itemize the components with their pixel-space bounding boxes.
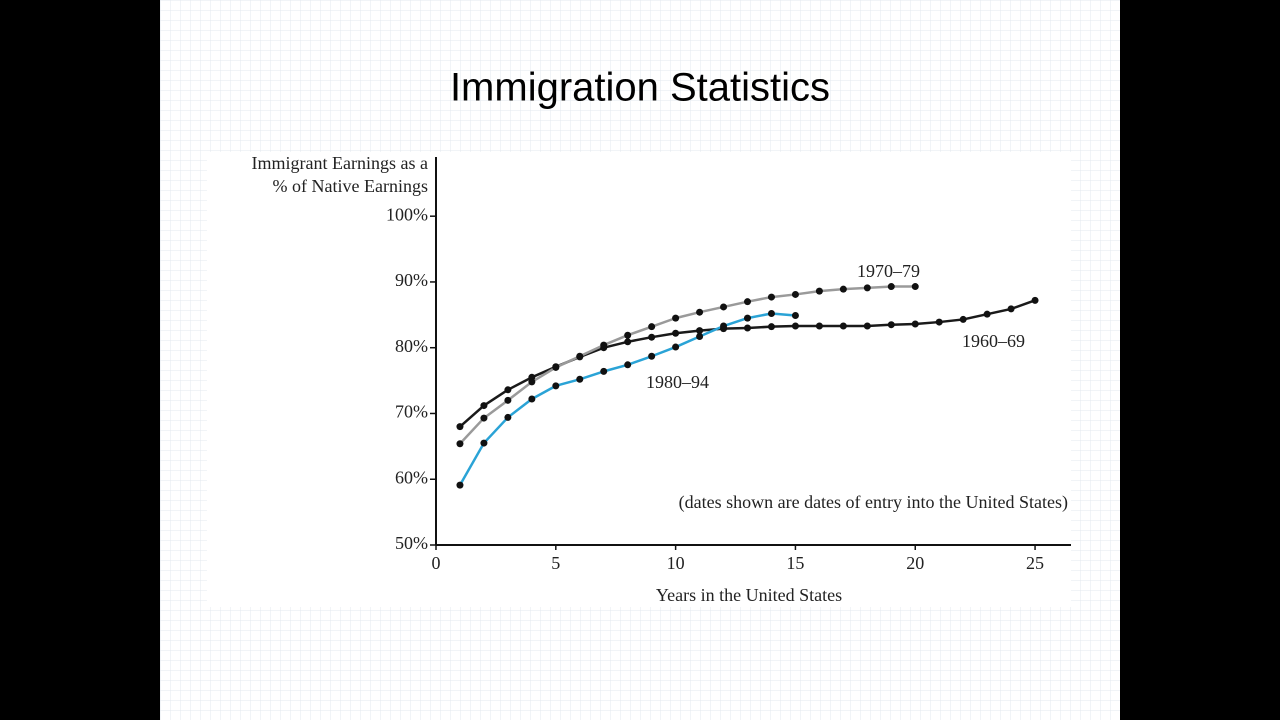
data-point (911, 320, 919, 328)
data-point (456, 440, 464, 448)
data-point (672, 343, 680, 351)
y-tick-label: 70% (395, 402, 428, 422)
data-point (720, 303, 728, 311)
data-point (504, 386, 512, 394)
data-point (863, 322, 871, 330)
data-point (911, 283, 919, 291)
data-point (887, 283, 895, 291)
data-point (552, 363, 560, 371)
data-point (576, 352, 584, 360)
data-point (672, 329, 680, 337)
data-point (744, 298, 752, 306)
data-point (767, 293, 775, 301)
data-point (696, 308, 704, 316)
data-point (648, 333, 656, 341)
data-point (600, 341, 608, 349)
data-point (480, 439, 488, 447)
data-point (600, 367, 608, 375)
data-point (672, 314, 680, 322)
data-point (624, 361, 632, 369)
x-axis-label: Years in the United States (656, 585, 842, 605)
series-line (459, 285, 916, 445)
data-point (528, 378, 536, 386)
data-point (791, 311, 799, 319)
x-tick-label: 25 (1026, 553, 1044, 573)
x-tick-label: 0 (432, 553, 441, 573)
data-point (863, 284, 871, 292)
y-tick-label: 90% (395, 270, 428, 290)
data-point (839, 322, 847, 330)
x-tick-label: 5 (551, 553, 560, 573)
data-point (744, 324, 752, 332)
data-point (528, 395, 536, 403)
data-point (767, 323, 775, 331)
data-point (504, 396, 512, 404)
series-label: 1970–79 (857, 261, 920, 281)
series-label: 1960–69 (962, 331, 1025, 351)
data-point (696, 327, 704, 335)
data-point (744, 314, 752, 322)
y-axis-label: Immigrant Earnings as a (252, 153, 428, 173)
data-point (767, 310, 775, 318)
data-point (1007, 305, 1015, 313)
data-point (624, 338, 632, 346)
slide-title: Immigration Statistics (450, 66, 830, 110)
data-point (1031, 296, 1039, 304)
y-axis-label: % of Native Earnings (273, 176, 428, 196)
x-tick-label: 15 (786, 553, 804, 573)
data-point (887, 321, 895, 329)
data-point (480, 414, 488, 422)
data-point (839, 285, 847, 293)
y-tick-label: 60% (395, 467, 428, 487)
data-point (456, 481, 464, 489)
data-point (648, 352, 656, 360)
y-tick-label: 100% (386, 204, 428, 224)
data-point (456, 423, 464, 431)
note: (dates shown are dates of entry into the… (679, 492, 1068, 513)
series-label: 1980–94 (646, 372, 709, 392)
data-point (720, 322, 728, 330)
data-point (815, 287, 823, 295)
data-point (480, 402, 488, 410)
y-tick-label: 80% (395, 336, 428, 356)
data-point (983, 310, 991, 318)
data-point (504, 413, 512, 421)
data-point (624, 331, 632, 339)
data-point (935, 318, 943, 326)
data-point (959, 315, 967, 323)
x-tick-label: 20 (906, 553, 924, 573)
data-point (791, 290, 799, 298)
y-tick-label: 50% (395, 533, 428, 553)
data-point (576, 375, 584, 383)
x-tick-label: 10 (667, 553, 685, 573)
chart-area (207, 152, 1071, 607)
data-point (815, 322, 823, 330)
data-point (648, 323, 656, 331)
data-point (791, 322, 799, 330)
data-point (552, 382, 560, 390)
data-point (696, 333, 704, 341)
